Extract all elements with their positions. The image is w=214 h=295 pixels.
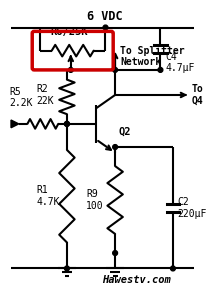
Text: R2
22K: R2 22K [36,84,54,106]
Circle shape [68,68,73,72]
Polygon shape [11,120,19,128]
Circle shape [64,266,69,271]
Circle shape [113,68,117,72]
Text: To Splitter
Network: To Splitter Network [120,46,184,67]
Circle shape [64,122,69,126]
Text: To
Q4: To Q4 [191,84,203,106]
Text: R6/25K: R6/25K [50,27,88,37]
Text: C4
4.7μF: C4 4.7μF [165,52,195,73]
Text: R9
100: R9 100 [86,189,104,211]
Circle shape [171,266,175,271]
Text: Hawestv.com: Hawestv.com [102,275,171,285]
Text: R5
2.2K: R5 2.2K [9,87,33,109]
Text: C2
220μF: C2 220μF [178,197,207,219]
Circle shape [113,251,117,255]
Text: Q2: Q2 [119,127,131,137]
Text: R1
4.7K: R1 4.7K [36,185,59,207]
Circle shape [113,145,117,150]
Circle shape [64,122,69,126]
Text: 6 VDC: 6 VDC [87,10,122,23]
Circle shape [103,25,108,30]
Circle shape [158,68,163,72]
